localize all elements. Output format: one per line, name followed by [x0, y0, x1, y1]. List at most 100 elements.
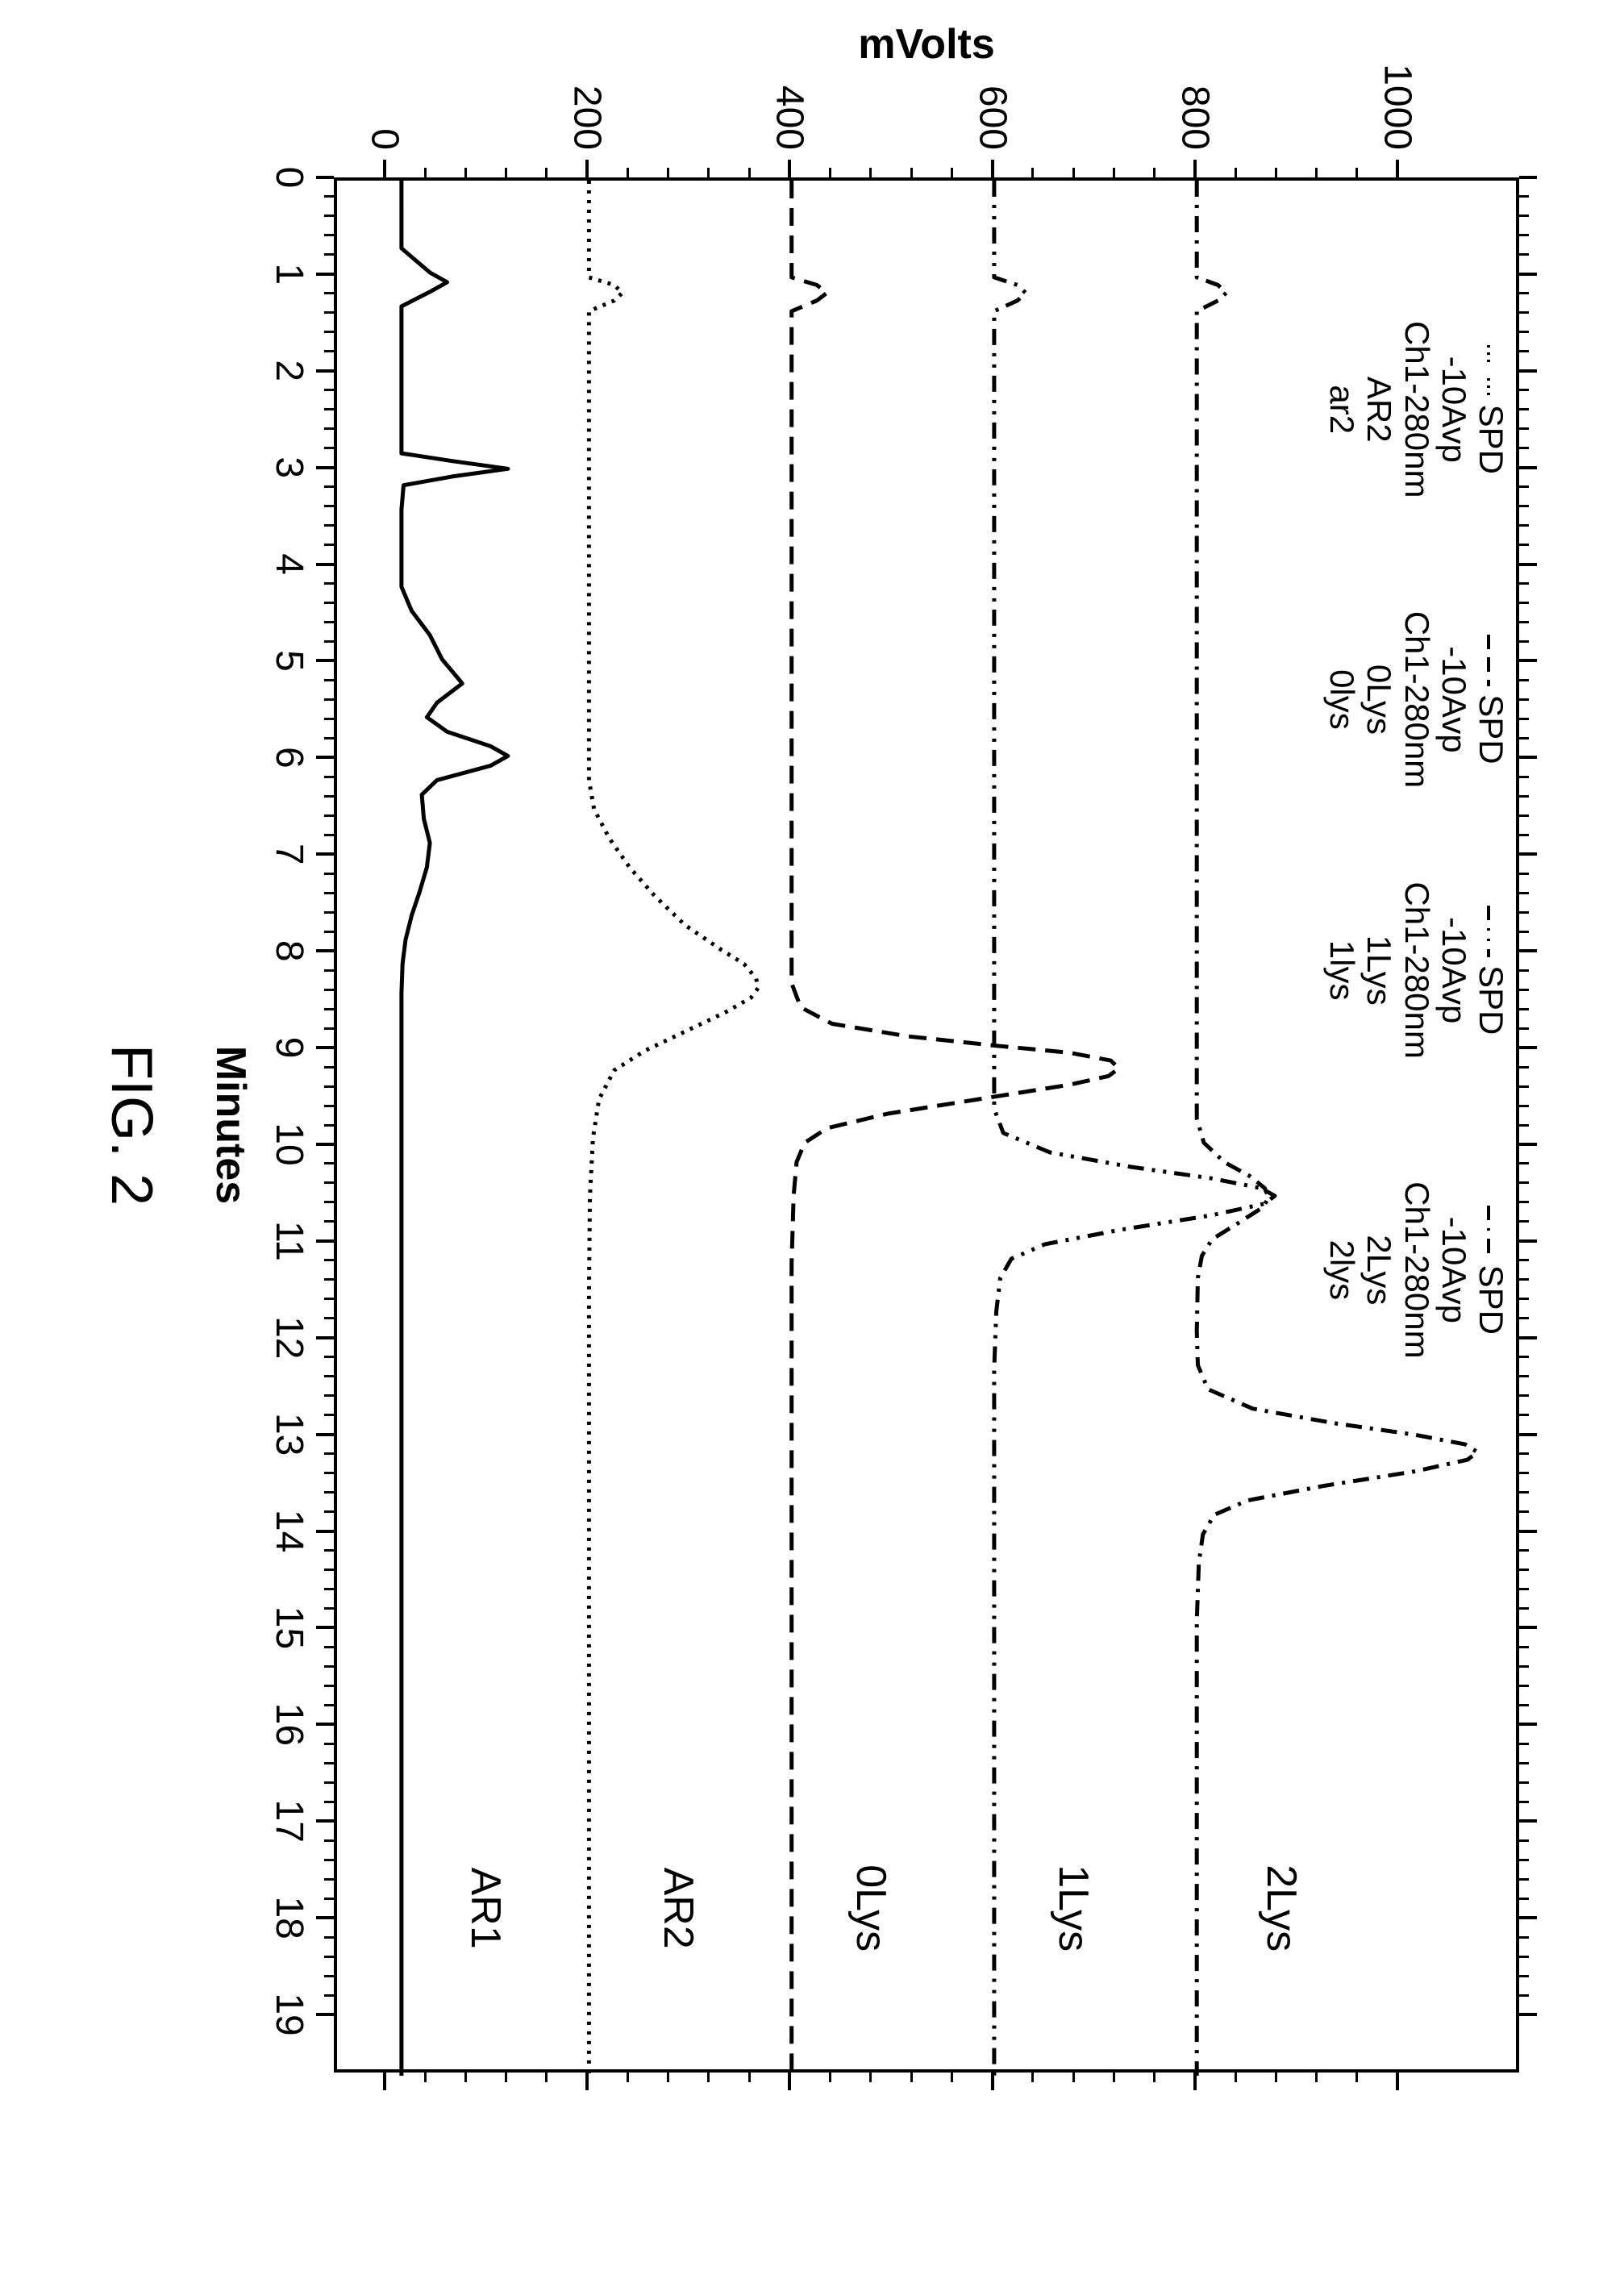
axis-tick	[316, 369, 334, 373]
series-1Lys	[994, 181, 1275, 2076]
axis-tick	[1519, 1298, 1529, 1300]
axis-tick	[1519, 621, 1529, 623]
axis-tick	[324, 1588, 334, 1590]
axis-tick	[324, 1162, 334, 1164]
axis-tick	[1519, 1317, 1529, 1319]
x-tick-label: 17	[267, 1800, 311, 1843]
axis-tick	[1519, 485, 1529, 488]
axis-tick	[1153, 168, 1156, 177]
axis-tick	[1519, 1008, 1529, 1010]
axis-tick	[316, 659, 334, 662]
axis-tick	[324, 292, 334, 294]
axis-tick	[324, 215, 334, 217]
legend-block: SPD -10AvpCh1-280nm2Lys2lys	[1323, 1149, 1509, 1391]
axis-tick	[324, 505, 334, 507]
axis-tick	[324, 408, 334, 410]
x-axis-title: Minutes	[206, 1046, 255, 1204]
axis-tick	[316, 1046, 334, 1049]
axis-tick	[1519, 1569, 1529, 1571]
legend-block: SPD -10AvpCh1-280nm0Lys0lys	[1323, 578, 1509, 820]
x-tick-label: 3	[267, 456, 311, 478]
axis-tick	[1519, 640, 1529, 643]
series-0Lys	[792, 181, 1119, 2076]
axis-tick	[324, 544, 334, 546]
axis-tick	[464, 168, 467, 177]
axis-tick	[1519, 989, 1529, 991]
axis-tick	[324, 447, 334, 449]
axis-tick	[424, 2073, 427, 2082]
axis-tick	[1519, 814, 1529, 817]
axis-tick	[869, 168, 872, 177]
axis-tick	[748, 168, 751, 177]
axis-tick	[316, 1239, 334, 1243]
axis-tick	[585, 2073, 589, 2090]
axis-tick	[324, 331, 334, 333]
axis-tick	[1072, 168, 1075, 177]
axis-tick	[1519, 756, 1537, 759]
axis-tick	[316, 1433, 334, 1436]
x-tick-label: 15	[267, 1606, 311, 1649]
axis-tick	[1519, 852, 1537, 856]
axis-tick	[1519, 1105, 1529, 1107]
axis-tick	[1519, 1530, 1537, 1533]
axis-tick	[1519, 253, 1529, 256]
axis-tick	[951, 168, 953, 177]
x-tick-label: 18	[267, 1896, 311, 1939]
axis-tick	[324, 253, 334, 256]
axis-tick	[1519, 1898, 1529, 1900]
x-tick-label: 1	[267, 264, 311, 285]
x-tick-label: 8	[267, 940, 311, 962]
axis-tick	[324, 1298, 334, 1300]
axis-tick	[667, 2073, 669, 2082]
axis-tick	[1235, 168, 1237, 177]
legend-text: Ch1-280nm	[1397, 289, 1435, 531]
y-tick-label: 200	[565, 85, 610, 150]
axis-tick	[1519, 1781, 1529, 1784]
axis-tick	[324, 1452, 334, 1455]
axis-tick	[1519, 1839, 1529, 1842]
series-label-AR2: AR2	[654, 1868, 702, 1949]
y-tick-label: 1000	[1376, 64, 1420, 150]
axis-tick	[910, 168, 913, 177]
axis-tick	[324, 1859, 334, 1861]
axis-tick	[1519, 1414, 1529, 1416]
x-tick-label: 4	[267, 553, 311, 575]
axis-tick	[505, 168, 507, 177]
axis-tick	[869, 2073, 872, 2082]
axis-tick	[324, 311, 334, 314]
axis-tick	[1519, 1220, 1529, 1223]
axis-tick	[627, 2073, 629, 2082]
figure-caption: FIG. 2	[98, 1044, 164, 1206]
axis-tick	[1031, 168, 1034, 177]
axis-tick	[1519, 1510, 1529, 1513]
axis-tick	[324, 1685, 334, 1687]
legend-text: 0lys	[1323, 578, 1360, 820]
axis-tick	[1519, 331, 1529, 333]
axis-tick	[1519, 1027, 1529, 1030]
axis-tick	[1519, 311, 1529, 314]
legend-text: ar2	[1323, 289, 1360, 531]
axis-tick	[1519, 350, 1529, 352]
axis-tick	[324, 1105, 334, 1107]
axis-tick	[324, 485, 334, 488]
axis-tick	[1519, 447, 1529, 449]
axis-tick	[324, 679, 334, 681]
axis-tick	[324, 1956, 334, 1958]
axis-tick	[316, 1530, 334, 1533]
axis-tick	[324, 814, 334, 817]
axis-tick	[324, 234, 334, 236]
axis-tick	[316, 466, 334, 469]
axis-tick	[324, 1414, 334, 1416]
axis-tick	[1519, 1549, 1529, 1552]
axis-tick	[324, 621, 334, 623]
legend-text: 2lys	[1323, 1149, 1360, 1391]
axis-tick	[545, 168, 548, 177]
axis-tick	[707, 168, 710, 177]
y-tick-label: 0	[362, 128, 406, 150]
axis-tick	[1519, 195, 1529, 198]
axis-tick	[1519, 1607, 1529, 1610]
legend-text: AR2	[1360, 289, 1397, 531]
axis-tick	[1519, 1994, 1529, 1997]
axis-tick	[316, 1723, 334, 1726]
axis-tick	[1113, 168, 1115, 177]
